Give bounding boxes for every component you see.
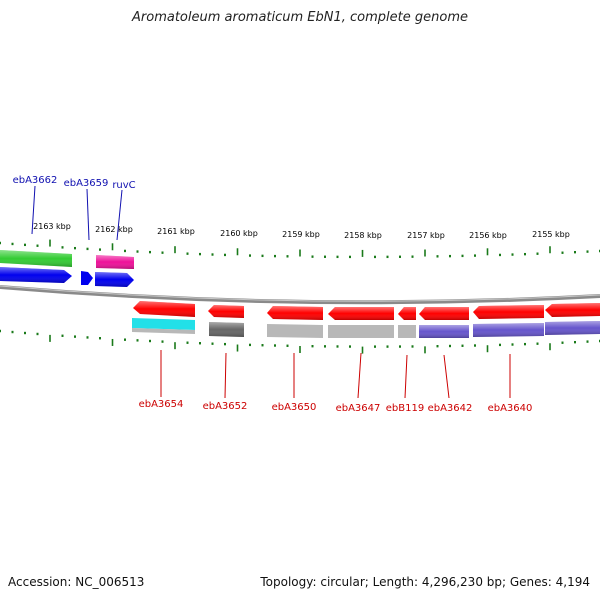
gene-feature[interactable]	[419, 325, 469, 338]
gene-label[interactable]: ebA3652	[203, 401, 248, 412]
gene-feature[interactable]	[398, 325, 416, 338]
gene-feature[interactable]	[545, 321, 600, 335]
scale-ticks-bottom	[0, 329, 600, 354]
gene-label[interactable]: ebA3642	[428, 403, 473, 414]
reverse-callouts	[160, 350, 511, 399]
gene-label[interactable]: ebA3654	[139, 399, 184, 410]
scale-label: 2158 kbp	[344, 231, 382, 240]
gene-feature[interactable]	[545, 303, 600, 317]
callout-line	[116, 189, 123, 241]
gene-feature[interactable]	[328, 325, 394, 338]
gene-label[interactable]: ruvC	[112, 180, 135, 191]
gene-feature[interactable]	[208, 305, 244, 318]
genome-summary-text: Topology: circular; Length: 4,296,230 bp…	[260, 575, 590, 589]
scale-ticks-top	[0, 239, 600, 259]
gene-feature[interactable]	[0, 267, 72, 283]
gene-feature[interactable]	[81, 271, 93, 285]
gene-feature[interactable]	[133, 301, 195, 317]
gene-feature[interactable]	[328, 307, 394, 320]
gene-feature[interactable]	[95, 272, 134, 287]
forward-labels: ebA3662 ebA3659 ruvC	[13, 175, 136, 191]
scale-label: 2163 kbp	[33, 222, 71, 231]
gene-label[interactable]: ebA3640	[488, 403, 533, 414]
forward-genes	[0, 250, 134, 287]
genome-backbone	[0, 285, 600, 305]
reverse-labels: ebA3654 ebA3652 ebA3650 ebA3647 ebB119 e…	[139, 399, 533, 414]
scale-label: 2161 kbp	[157, 227, 195, 236]
gene-feature[interactable]	[419, 307, 469, 320]
gene-feature[interactable]	[473, 323, 544, 337]
gene-label[interactable]: ebA3647	[336, 403, 381, 414]
scale-label: 2159 kbp	[282, 230, 320, 239]
forward-callouts	[31, 185, 123, 241]
callout-line	[443, 354, 450, 399]
gene-feature[interactable]	[132, 328, 195, 334]
callout-line	[224, 352, 227, 399]
callout-line	[86, 188, 90, 241]
scale-label: 2157 kbp	[407, 231, 445, 240]
gene-feature[interactable]	[132, 318, 195, 330]
scale-label: 2156 kbp	[469, 231, 507, 240]
scale-label: 2160 kbp	[220, 229, 258, 238]
gene-feature[interactable]	[96, 255, 134, 269]
gene-feature[interactable]	[267, 306, 323, 320]
gene-feature[interactable]	[209, 322, 244, 337]
gene-label[interactable]: ebA3650	[272, 402, 317, 413]
gene-feature[interactable]	[473, 305, 544, 319]
gene-label[interactable]: ebA3662	[13, 175, 58, 186]
callout-line	[404, 354, 408, 399]
map-title: Aromatoleum aromaticum EbN1, complete ge…	[132, 10, 468, 25]
callout-line	[357, 352, 362, 399]
genome-backbone-highlight	[0, 285, 600, 302]
accession-text: Accession: NC_006513	[8, 575, 145, 589]
scale-labels: 2163 kbp 2162 kbp 2161 kbp 2160 kbp 2159…	[33, 222, 570, 240]
gene-feature[interactable]	[0, 250, 72, 267]
reverse-genes	[132, 301, 600, 338]
gene-feature[interactable]	[398, 307, 416, 320]
gene-feature[interactable]	[267, 324, 323, 338]
gene-label[interactable]: ebB119	[386, 403, 424, 414]
scale-label: 2162 kbp	[95, 225, 133, 234]
callout-line	[31, 185, 36, 235]
gene-label[interactable]: ebA3659	[64, 178, 109, 189]
scale-label: 2155 kbp	[532, 230, 570, 239]
